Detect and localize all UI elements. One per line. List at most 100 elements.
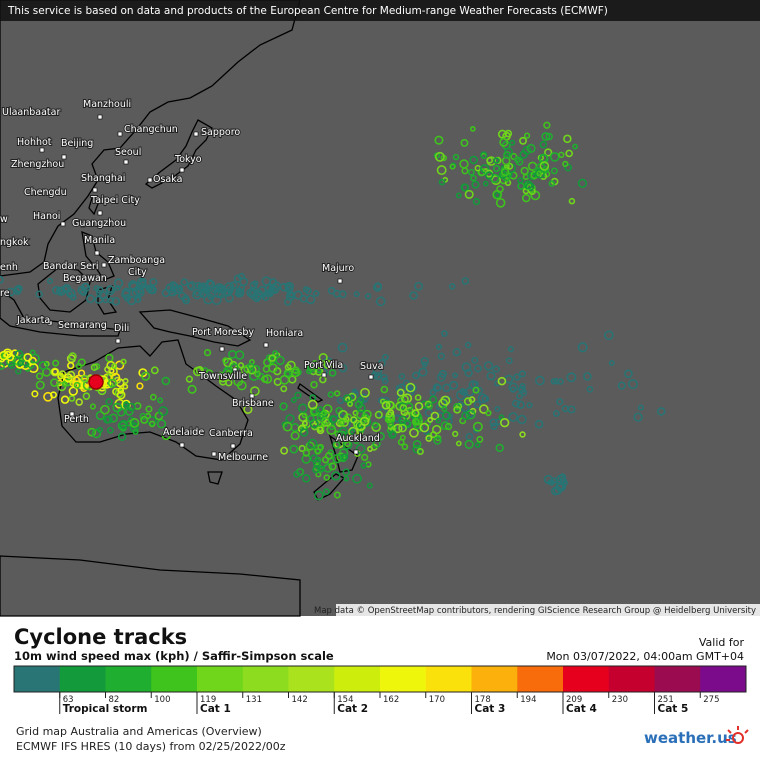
track-point xyxy=(317,443,324,451)
city-marker xyxy=(80,222,86,228)
city-label: City xyxy=(128,267,147,278)
valid-label: Valid for xyxy=(699,636,745,649)
track-point xyxy=(373,371,382,381)
track-point xyxy=(453,403,461,411)
track-point xyxy=(412,371,420,380)
track-point xyxy=(463,397,473,406)
logo[interactable]: weather.us xyxy=(644,729,737,747)
track-point xyxy=(38,360,48,371)
track-point xyxy=(572,143,578,150)
header-notice: This service is based on data and produc… xyxy=(7,5,608,17)
tasmania xyxy=(207,471,223,485)
city-marker xyxy=(263,342,269,348)
track-point xyxy=(326,424,337,435)
track-point xyxy=(523,132,531,139)
track-point xyxy=(318,353,328,363)
track-point xyxy=(545,132,553,141)
track-point xyxy=(385,411,393,418)
track-point xyxy=(279,374,290,385)
track-point xyxy=(306,414,315,423)
track-point xyxy=(247,362,255,370)
track-point xyxy=(566,372,577,383)
track-point xyxy=(322,488,330,496)
track-point xyxy=(201,283,209,290)
track-point xyxy=(96,426,103,433)
city-marker xyxy=(97,114,103,120)
track-point xyxy=(298,403,308,414)
track-point xyxy=(293,470,301,478)
category-label: Cat 2 xyxy=(337,703,368,715)
track-point xyxy=(411,409,420,418)
city-label: Jakarta xyxy=(16,315,50,326)
track-point xyxy=(148,420,156,428)
track-point xyxy=(342,468,350,476)
legend-subtitle: 10m wind speed max (kph) / Saffir-Simpso… xyxy=(14,649,334,663)
track-point xyxy=(146,285,154,293)
track-point xyxy=(396,388,405,397)
track-point xyxy=(479,164,490,174)
track-point xyxy=(497,376,507,386)
track-point xyxy=(247,365,257,375)
track-point xyxy=(485,171,494,180)
scale-tick-label: 119 xyxy=(200,695,216,705)
track-point xyxy=(262,374,273,384)
track-point xyxy=(513,373,521,381)
track-point xyxy=(141,371,151,381)
track-point xyxy=(469,125,476,132)
track-point xyxy=(169,281,178,290)
track-point xyxy=(0,363,5,370)
track-point xyxy=(302,474,311,483)
track-point xyxy=(192,289,202,300)
track-point xyxy=(289,444,299,454)
track-point xyxy=(316,413,324,421)
city-label: Port Vila xyxy=(304,360,343,371)
track-point xyxy=(541,132,551,141)
track-point xyxy=(452,430,459,438)
track-point xyxy=(349,429,356,435)
track-point xyxy=(80,374,89,383)
track-point xyxy=(480,151,488,159)
track-point xyxy=(157,397,164,404)
track-point xyxy=(284,363,292,371)
track-point xyxy=(513,156,521,164)
track-point xyxy=(351,388,358,395)
track-point xyxy=(325,451,333,460)
track-point xyxy=(279,402,288,411)
city-marker xyxy=(115,338,121,344)
track-point xyxy=(57,373,64,380)
track-point xyxy=(534,168,545,179)
track-point xyxy=(519,388,528,397)
city-label: Changchun xyxy=(124,124,178,135)
track-point xyxy=(627,379,638,390)
track-point xyxy=(359,416,370,427)
track-point xyxy=(120,358,127,365)
track-point xyxy=(260,292,267,299)
track-point xyxy=(490,422,498,430)
track-point xyxy=(268,354,276,362)
track-point xyxy=(521,193,531,203)
city-marker xyxy=(230,443,236,449)
city-label: re xyxy=(0,288,10,299)
city-label: Sapporo xyxy=(201,127,240,138)
track-point xyxy=(472,380,479,388)
city-marker xyxy=(101,262,107,268)
track-point xyxy=(553,378,560,385)
track-point xyxy=(558,151,565,159)
scale-tick-label: 170 xyxy=(429,695,445,705)
track-point xyxy=(323,474,331,481)
track-point xyxy=(314,367,324,376)
track-point xyxy=(129,417,140,428)
track-point xyxy=(441,406,448,412)
track-point xyxy=(117,432,127,442)
track-point xyxy=(313,490,324,501)
track-point xyxy=(218,377,228,386)
track-point xyxy=(519,431,526,438)
track-point xyxy=(35,290,43,298)
city-label: Manzhouli xyxy=(83,99,131,110)
city-marker xyxy=(123,159,129,165)
track-point xyxy=(89,403,97,410)
track-point xyxy=(486,156,497,166)
track-point xyxy=(637,404,644,411)
track-point xyxy=(461,167,469,175)
